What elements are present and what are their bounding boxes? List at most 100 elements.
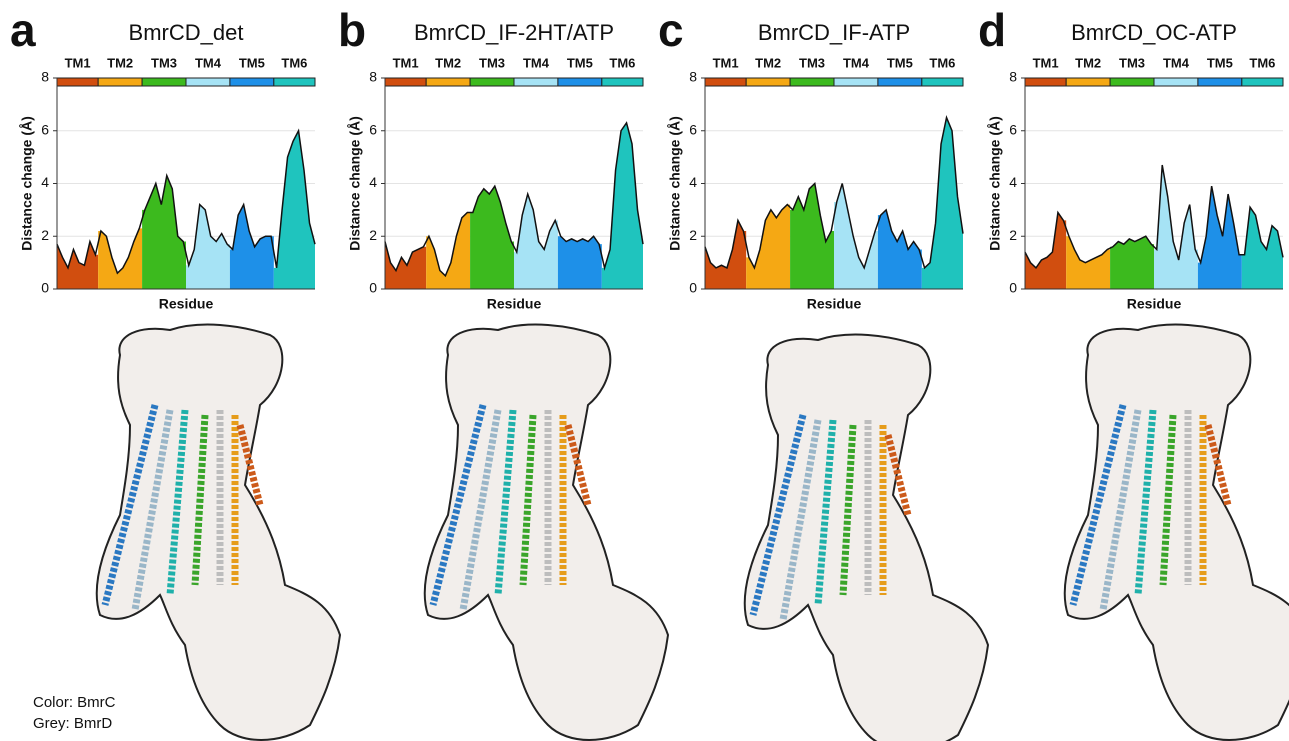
chart-title: BmrCD_IF-ATP — [758, 20, 910, 45]
panel-label: b — [338, 4, 366, 56]
y-tick-label: 6 — [1009, 121, 1017, 137]
profile-line — [56, 128, 316, 275]
y-tick-label: 8 — [689, 69, 697, 85]
segment-bar — [1153, 77, 1199, 87]
area-segment — [1025, 212, 1067, 289]
segment-bar — [513, 77, 559, 87]
segment-label: TM2 — [107, 55, 133, 70]
area-segment — [186, 204, 230, 289]
panel-label: a — [10, 4, 36, 56]
area-segment — [385, 241, 427, 289]
segment-label: TM4 — [523, 55, 550, 70]
y-tick-label: 8 — [369, 69, 377, 85]
segment-bar — [1024, 77, 1067, 87]
y-axis-label: Distance change (Å) — [347, 116, 363, 251]
y-tick-label: 4 — [41, 174, 49, 190]
area-segment — [514, 194, 558, 289]
segment-bar — [141, 77, 187, 87]
segment-label: TM1 — [1033, 55, 1059, 70]
y-axis-label: Distance change (Å) — [19, 116, 35, 251]
area-segment — [1154, 165, 1198, 289]
y-tick-label: 2 — [369, 227, 377, 243]
segment-label: TM3 — [799, 55, 825, 70]
area-segment — [877, 209, 922, 289]
y-tick-label: 4 — [689, 174, 697, 190]
segment-label: TM2 — [435, 55, 461, 70]
chart-title: BmrCD_det — [129, 20, 244, 45]
segment-label: TM1 — [65, 55, 91, 70]
area-segment — [273, 130, 315, 289]
segment-bar — [97, 77, 143, 87]
segment-bar — [469, 77, 515, 87]
area-segment — [142, 175, 186, 289]
area-segment — [557, 236, 602, 289]
panel-label: d — [978, 4, 1006, 56]
area-segment — [601, 122, 643, 290]
area-segment — [470, 186, 514, 289]
chart-title: BmrCD_OC-ATP — [1071, 20, 1237, 45]
area-segment — [426, 212, 471, 289]
annotation: Color: BmrC — [33, 694, 116, 711]
segment-label: TM6 — [1249, 55, 1275, 70]
segment-bar — [877, 77, 923, 87]
x-axis-label: Residue — [807, 296, 862, 312]
y-tick-label: 4 — [369, 174, 377, 190]
segment-label: TM1 — [393, 55, 419, 70]
x-axis-label: Residue — [487, 296, 542, 312]
segment-bar — [745, 77, 791, 87]
y-tick-label: 6 — [369, 121, 377, 137]
x-axis-label: Residue — [1127, 296, 1182, 312]
y-axis-label: Distance change (Å) — [667, 116, 683, 251]
profile-line — [1024, 164, 1284, 270]
segment-bar — [704, 77, 747, 87]
segment-bar — [833, 77, 879, 87]
segment-label: TM3 — [479, 55, 505, 70]
area-segment — [1241, 207, 1283, 289]
segment-bar — [425, 77, 471, 87]
area-segment — [705, 220, 747, 289]
segment-label: TM4 — [195, 55, 222, 70]
segment-label: TM4 — [843, 55, 870, 70]
segment-label: TM3 — [1119, 55, 1145, 70]
segment-bar — [1109, 77, 1155, 87]
area-segment — [921, 117, 963, 289]
segment-label: TM2 — [755, 55, 781, 70]
segment-label: TM4 — [1163, 55, 1190, 70]
x-axis-label: Residue — [159, 296, 214, 312]
structure-image — [745, 335, 988, 741]
y-tick-label: 0 — [369, 280, 377, 296]
segment-label: TM5 — [567, 55, 593, 70]
y-tick-label: 2 — [41, 227, 49, 243]
segment-bar — [557, 77, 603, 87]
segment-bar — [1197, 77, 1243, 87]
area-segment — [746, 204, 791, 289]
segment-bar — [56, 77, 99, 87]
area-segment — [229, 204, 274, 289]
area-segment — [1110, 236, 1154, 289]
segment-bar — [1065, 77, 1111, 87]
segment-label: TM5 — [887, 55, 913, 70]
segment-bar — [185, 77, 231, 87]
profile-line — [704, 115, 964, 270]
segment-label: TM5 — [239, 55, 265, 70]
area-segment — [57, 241, 99, 289]
segment-label: TM6 — [281, 55, 307, 70]
y-tick-label: 6 — [689, 121, 697, 137]
y-tick-label: 4 — [1009, 174, 1017, 190]
annotation: Grey: BmrD — [33, 715, 112, 732]
segment-bar — [273, 77, 316, 87]
structure-image — [97, 325, 340, 740]
area-segment — [1197, 186, 1242, 289]
segment-bar — [601, 77, 644, 87]
y-tick-label: 0 — [41, 280, 49, 296]
y-tick-label: 0 — [689, 280, 697, 296]
segment-label: TM1 — [713, 55, 739, 70]
segment-label: TM6 — [929, 55, 955, 70]
segment-label: TM5 — [1207, 55, 1233, 70]
area-segment — [790, 183, 834, 289]
segment-label: TM3 — [151, 55, 177, 70]
y-tick-label: 8 — [41, 69, 49, 85]
segment-bar — [921, 77, 964, 87]
segment-bar — [789, 77, 835, 87]
